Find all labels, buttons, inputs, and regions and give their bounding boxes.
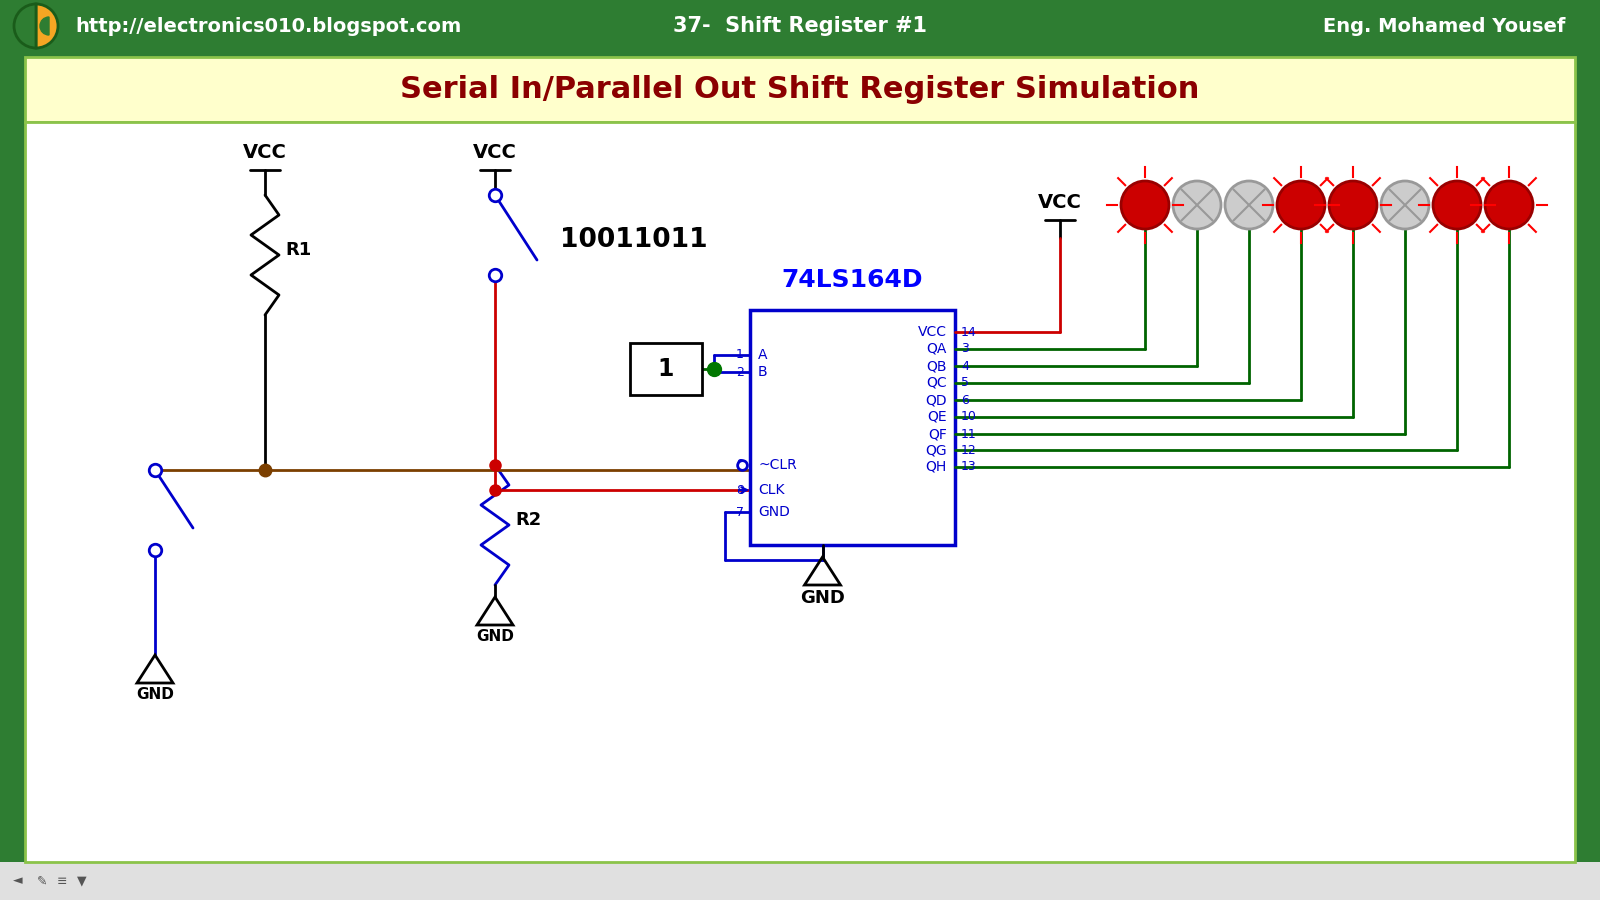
Text: GND: GND (800, 589, 845, 607)
Text: GND: GND (758, 505, 790, 519)
Circle shape (1122, 181, 1170, 229)
Text: QC: QC (926, 376, 947, 390)
Wedge shape (35, 4, 58, 48)
Text: GND: GND (136, 687, 174, 702)
Text: VCC: VCC (474, 143, 517, 162)
Text: R2: R2 (515, 511, 541, 529)
Text: 7: 7 (736, 506, 744, 518)
Circle shape (1173, 181, 1221, 229)
Text: QE: QE (928, 410, 947, 424)
Text: ≡: ≡ (56, 875, 67, 887)
Text: 12: 12 (962, 444, 976, 456)
Text: 4: 4 (962, 359, 970, 373)
Bar (0, 0, 1600, 52)
Text: http://electronics010.blogspot.com: http://electronics010.blogspot.com (75, 16, 461, 35)
Text: QG: QG (925, 443, 947, 457)
Text: 8: 8 (736, 483, 744, 497)
Text: 9: 9 (736, 458, 744, 472)
Text: 5: 5 (962, 376, 970, 390)
Bar (750, 310, 955, 545)
Circle shape (1330, 181, 1378, 229)
Text: A: A (758, 348, 768, 362)
Text: 37-  Shift Register #1: 37- Shift Register #1 (674, 16, 926, 36)
Text: 74LS164D: 74LS164D (782, 268, 923, 292)
Text: R1: R1 (285, 241, 312, 259)
Bar (26, 122, 1574, 862)
Circle shape (1434, 181, 1482, 229)
Text: 1: 1 (736, 348, 744, 362)
Bar (26, 57, 1574, 122)
Circle shape (1277, 181, 1325, 229)
Text: 11: 11 (962, 428, 976, 440)
Text: ~CLR: ~CLR (758, 458, 797, 472)
Text: QA: QA (926, 342, 947, 356)
Text: 13: 13 (962, 461, 976, 473)
Text: QF: QF (928, 427, 947, 441)
Text: 10011011: 10011011 (560, 227, 707, 253)
Wedge shape (40, 17, 50, 35)
Text: VCC: VCC (243, 143, 286, 162)
Text: ✎: ✎ (37, 875, 48, 887)
Text: Serial In/Parallel Out Shift Register Simulation: Serial In/Parallel Out Shift Register Si… (400, 75, 1200, 104)
Text: QD: QD (925, 393, 947, 407)
Circle shape (1226, 181, 1274, 229)
Text: CLK: CLK (758, 483, 784, 497)
Text: QH: QH (926, 460, 947, 474)
Text: Eng. Mohamed Yousef: Eng. Mohamed Yousef (1323, 16, 1565, 35)
Bar (0, 862, 1600, 900)
Circle shape (1381, 181, 1429, 229)
Text: 10: 10 (962, 410, 978, 424)
Bar (630, 343, 702, 395)
Text: VCC: VCC (918, 325, 947, 339)
Text: 6: 6 (962, 393, 970, 407)
Text: ◄: ◄ (13, 875, 22, 887)
Text: 1: 1 (658, 357, 674, 381)
Text: 2: 2 (736, 365, 744, 379)
Text: VCC: VCC (1038, 193, 1082, 212)
Text: 3: 3 (962, 343, 970, 356)
Text: B: B (758, 365, 768, 379)
Text: 14: 14 (962, 326, 976, 338)
Wedge shape (14, 4, 35, 48)
Text: GND: GND (477, 629, 514, 644)
Text: ▼: ▼ (77, 875, 86, 887)
Text: QB: QB (926, 359, 947, 373)
Circle shape (1485, 181, 1533, 229)
